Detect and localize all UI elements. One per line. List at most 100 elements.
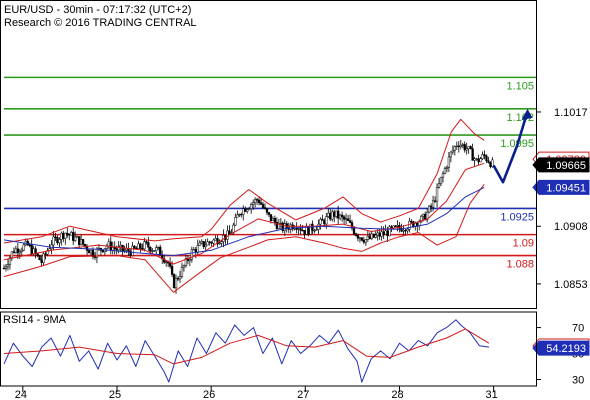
candle-body [477, 158, 480, 163]
candle-body [234, 216, 237, 226]
candle-body [250, 204, 253, 209]
candle-body [30, 244, 33, 255]
candle-body [309, 223, 312, 235]
candle-body [368, 235, 371, 239]
candle-body [469, 146, 472, 149]
candle-body [453, 146, 456, 151]
candle-body [257, 199, 261, 204]
price-panel-frame [0, 0, 537, 309]
candle-body [329, 212, 332, 220]
candle-body [289, 224, 292, 230]
price-axis-label: 1.1017 [554, 107, 588, 119]
candle-body [255, 199, 259, 201]
candle-body [101, 250, 105, 253]
candle-body [111, 247, 114, 251]
candle-body [91, 249, 95, 258]
price-tag-label: 1.09665 [546, 160, 586, 172]
candle-body [54, 236, 57, 238]
candle-body [164, 261, 168, 263]
candle-body [489, 162, 492, 167]
candle-body [157, 246, 160, 249]
candle-body [479, 158, 482, 163]
candle-body [238, 213, 241, 216]
candle-body [433, 200, 437, 202]
x-axis-label: 25 [109, 389, 121, 400]
candle-body [420, 215, 423, 223]
candle-body [400, 228, 403, 232]
candle-body [475, 158, 478, 160]
candle-body [366, 235, 369, 240]
candle-body [77, 236, 81, 245]
candle-body [435, 187, 439, 202]
candle-body [259, 202, 263, 205]
candle-body [331, 211, 334, 220]
candle-body [172, 274, 176, 289]
candle-body [358, 237, 362, 239]
candle-body [459, 144, 462, 148]
level-label: 1.088 [506, 259, 534, 271]
candle-body [214, 238, 217, 241]
x-axis-label: 26 [203, 389, 215, 400]
candle-body [380, 231, 383, 237]
candle-body [155, 247, 158, 251]
candle-body [70, 232, 73, 236]
candle-body [228, 230, 231, 235]
candle-body [388, 226, 391, 237]
bollinger-lower-line [3, 184, 485, 293]
candle-body [354, 233, 358, 236]
candle-body [12, 251, 16, 253]
candle-body [204, 244, 207, 248]
candle-body [107, 241, 110, 247]
x-axis-label: 28 [391, 389, 403, 400]
candle-body [376, 232, 379, 236]
forecast-arrow-line [492, 114, 528, 184]
candle-body [283, 223, 286, 231]
candle-body [261, 204, 265, 208]
rsi-tag-label: 54.2193 [546, 343, 586, 355]
candle-body [455, 145, 458, 148]
candle-body [159, 246, 162, 256]
candle-body [483, 154, 486, 157]
candle-body [113, 247, 116, 249]
candle-body [325, 216, 328, 225]
candle-body [192, 249, 195, 251]
candle-body [117, 246, 120, 251]
candle-body [461, 144, 464, 146]
candle-body [36, 253, 39, 256]
candle-body [6, 264, 10, 268]
candle-body [408, 220, 411, 230]
candle-body [402, 230, 405, 232]
candle-body [4, 266, 8, 269]
candle-body [170, 265, 174, 275]
candle-body [445, 167, 449, 169]
candle-body [346, 218, 350, 222]
candle-body [451, 150, 455, 153]
rsi-ma-line [3, 328, 490, 365]
candle-body [248, 208, 251, 210]
candle-body [133, 245, 136, 249]
candle-body [14, 248, 18, 253]
candle-body [265, 208, 269, 213]
candle-body [123, 249, 126, 251]
candle-body [338, 214, 342, 219]
candle-body [8, 257, 12, 265]
candle-body [236, 214, 239, 218]
candle-body [348, 220, 352, 223]
candle-body [58, 239, 61, 244]
price-tag-box [532, 157, 590, 173]
candle-body [93, 256, 97, 258]
candle-body [206, 241, 209, 246]
candle-body [295, 228, 298, 230]
candle-body [226, 230, 229, 240]
candle-body [151, 250, 154, 252]
candle-body [131, 245, 134, 256]
candle-body [352, 227, 356, 235]
candle-body [412, 221, 415, 228]
candle-body [269, 214, 273, 221]
candle-body [465, 148, 468, 151]
candle-body [404, 230, 407, 232]
header-line-1: EUR/USD - 30min - 07:17:32 (UTC+2) [4, 4, 191, 16]
candle-body [426, 211, 429, 221]
